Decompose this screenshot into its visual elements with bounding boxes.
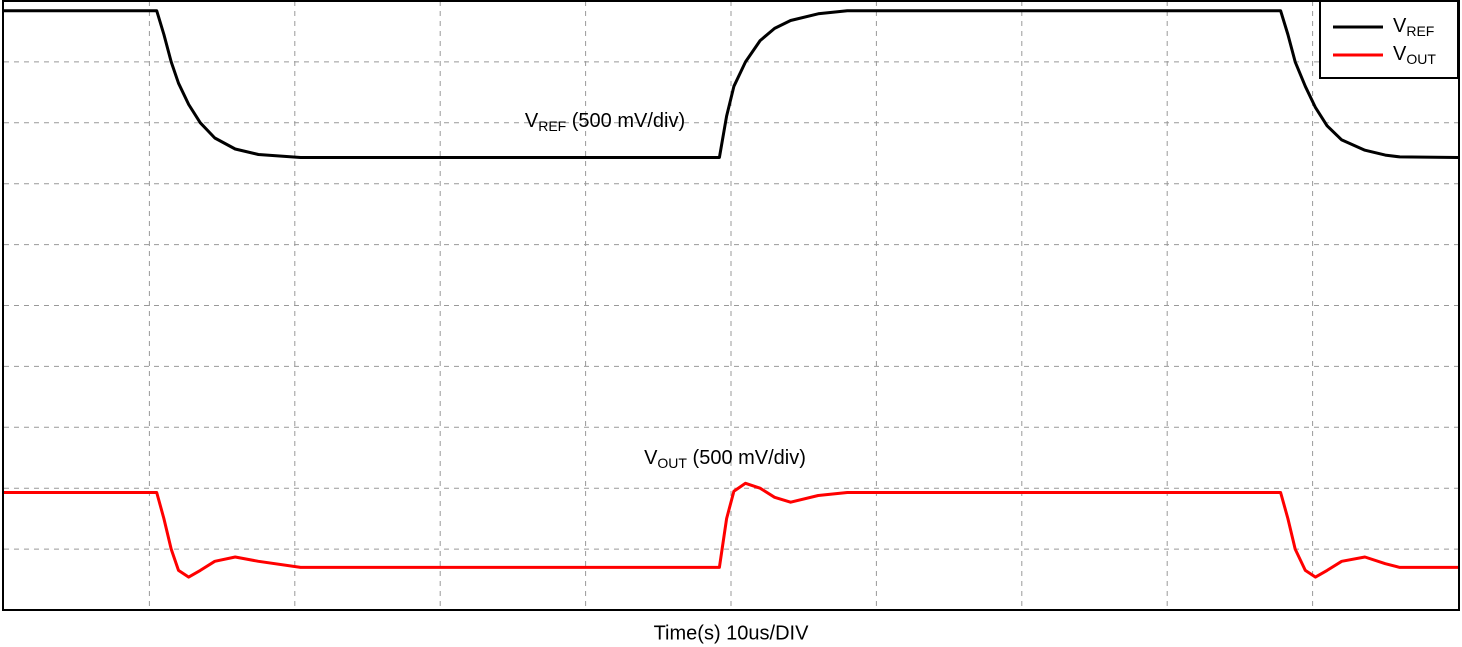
- legend-label: VOUT: [1393, 43, 1436, 66]
- series-line: [4, 481, 1458, 579]
- series-line: [4, 9, 1459, 159]
- legend-label: VREF: [1393, 15, 1434, 38]
- annotation: VOUT (500 mV/div): [644, 447, 806, 470]
- legend-box: [1319, 0, 1459, 79]
- plot-frame: [2, 0, 1460, 611]
- x-axis-label: Time(s) 10us/DIV: [654, 622, 810, 644]
- annotation: VREF (500 mV/div): [525, 110, 685, 133]
